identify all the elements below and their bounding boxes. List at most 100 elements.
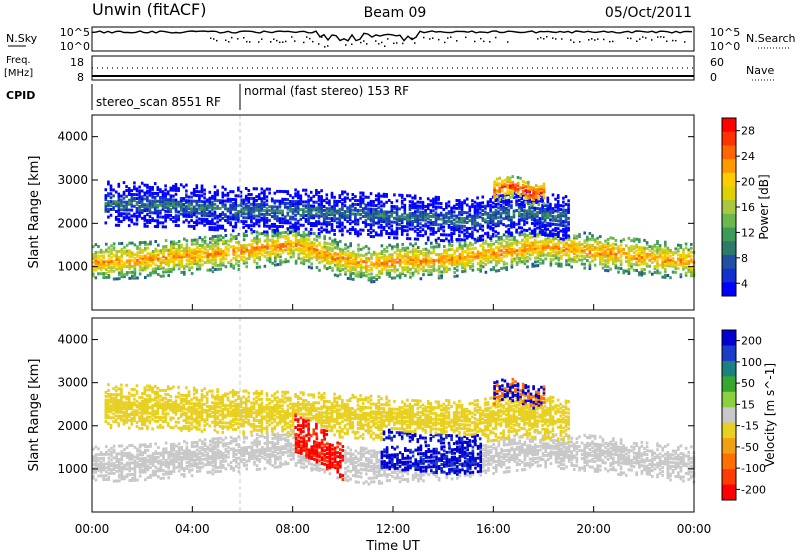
power-cell [390,224,394,228]
nsearch-dot [591,38,593,40]
power-cell [448,244,451,248]
power-cell [213,214,217,218]
power-cell [313,247,316,251]
power-cell [510,219,513,223]
power-cell [445,254,449,258]
power-cell [283,221,287,225]
power-cell [120,212,123,216]
power-cell [398,274,402,278]
nsearch-dot [294,40,296,42]
power-cell [408,237,412,241]
power-cell [486,204,490,208]
power-cell [466,263,469,267]
power-cell [369,227,373,231]
power-cell [567,243,571,247]
power-cell [216,220,219,224]
power-cell [182,206,186,210]
power-cell [501,185,504,189]
power-cell [351,196,355,200]
velocity-cell [118,473,121,477]
power-cell [187,205,191,209]
power-cell [257,212,261,216]
power-cell [461,260,464,264]
power-cell [429,218,433,222]
power-cell [664,273,667,277]
power-cell [476,229,479,233]
power-cell [515,239,519,243]
power-cell [432,259,436,263]
power-cell [609,257,612,261]
power-cell [208,220,212,224]
power-cell [166,200,170,204]
power-cell [539,244,542,248]
power-cell [339,253,342,257]
power-cell [167,274,170,277]
power-cell [284,260,287,264]
nsearch-dot [609,40,611,43]
power-cell [341,248,345,252]
power-cell [361,209,365,213]
power-cell [333,195,336,199]
power-cell [359,269,363,273]
power-cell [131,270,134,274]
power-cell [122,216,126,220]
power-cell [388,269,391,272]
power-cell [365,270,368,274]
power-cell [94,256,98,260]
power-cell [625,244,628,248]
power-cell [557,250,560,254]
power-cell [573,248,576,252]
power-cell [367,213,370,217]
velocity-cell [128,457,131,461]
power-cell [344,251,347,255]
power-cell [242,220,245,224]
power-cell [411,221,414,225]
power-cell [253,252,256,256]
power-cell [432,232,435,236]
power-cell [218,214,222,218]
power-cell [413,237,417,241]
power-cell [575,260,579,264]
power-cell [495,253,498,257]
power-cell [388,253,391,257]
power-cell [532,190,535,194]
power-cell [424,210,427,214]
power-cell [542,194,546,198]
power-cell [671,260,675,264]
power-cell [543,223,547,227]
power-cell [518,260,521,264]
power-cell [200,209,204,213]
power-cell [284,234,287,238]
power-cell [682,263,685,267]
power-cell [296,227,300,231]
power-cell [250,206,253,210]
power-cell [448,258,451,261]
power-cell [461,258,464,262]
power-cell [242,248,246,251]
power-cell [118,249,121,253]
power-cell [187,195,191,199]
power-cell [317,208,321,212]
velocity-cell [131,461,134,465]
velocity-cell [94,457,98,461]
nsearch-dot [321,36,323,38]
colorbar-swatch [722,145,736,160]
power-cell [172,254,176,258]
power-cell [154,253,157,257]
power-cell [141,254,144,258]
power-cell [162,260,165,264]
nsky-label: N.Sky [6,32,38,45]
power-cell [632,239,636,243]
power-cell [524,200,528,204]
power-cell [104,201,108,205]
power-cell [255,248,259,252]
power-cell [664,250,667,254]
power-cell [346,206,349,210]
power-cell [237,210,240,213]
velocity-cell [110,470,113,473]
power-cell [443,266,446,270]
power-cell [536,256,540,260]
power-cell [658,263,662,267]
power-cell [265,213,269,216]
power-cell [263,197,266,201]
